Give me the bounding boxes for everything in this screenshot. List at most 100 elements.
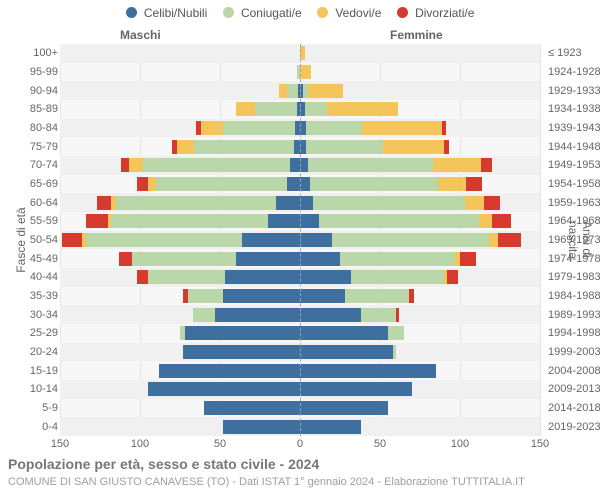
- bar-segment-male-divorced: [137, 270, 148, 284]
- bar-segment-male-single: [290, 158, 300, 172]
- bar-segment-female-divorced: [396, 308, 399, 322]
- bar-segment-female-married: [313, 196, 465, 210]
- bar-segment-female-married: [305, 102, 327, 116]
- bar-segment-male-widowed: [177, 140, 195, 154]
- y-label-right: 1944-1948: [548, 140, 600, 154]
- legend-item: Divorziati/e: [397, 6, 475, 20]
- y-label-right: 1924-1928: [548, 65, 600, 79]
- y-label-right: 1999-2003: [548, 345, 600, 359]
- bar-segment-female-married: [361, 308, 396, 322]
- bar-segment-female-divorced: [498, 233, 520, 247]
- bar-segment-female-single: [300, 289, 345, 303]
- y-label-left: 50-54: [8, 233, 58, 247]
- legend-item: Vedovi/e: [317, 6, 381, 20]
- legend-item: Coniugati/e: [223, 6, 302, 20]
- bar-segment-female-single: [300, 401, 388, 415]
- y-label-left: 5-9: [8, 401, 58, 415]
- y-label-left: 85-89: [8, 102, 58, 116]
- bar-segment-female-married: [388, 326, 404, 340]
- bar-segment-female-married: [308, 158, 433, 172]
- bar-segment-male-single: [204, 401, 300, 415]
- x-tick-label: 100: [120, 438, 160, 450]
- y-label-right: 1974-1978: [548, 252, 600, 266]
- y-label-right: 2019-2023: [548, 420, 600, 434]
- y-label-left: 20-24: [8, 345, 58, 359]
- bar-segment-male-widowed: [148, 177, 156, 191]
- bar-segment-male-widowed: [236, 102, 255, 116]
- bar-segment-male-divorced: [137, 177, 148, 191]
- bar-segment-male-widowed: [108, 214, 111, 228]
- y-label-right: 1939-1943: [548, 121, 600, 135]
- bar-segment-female-widowed: [383, 140, 444, 154]
- legend-label: Coniugati/e: [241, 6, 302, 20]
- bar-segment-male-married: [116, 196, 276, 210]
- bar-segment-male-married: [180, 326, 185, 340]
- bar-segment-male-married: [287, 84, 298, 98]
- y-label-right: 1949-1953: [548, 158, 600, 172]
- bar-segment-female-single: [300, 420, 361, 434]
- y-label-left: 25-29: [8, 326, 58, 340]
- x-tick-label: 0: [280, 438, 320, 450]
- y-label-left: 65-69: [8, 177, 58, 191]
- x-tick-label: 50: [360, 438, 400, 450]
- bar-segment-female-divorced: [466, 177, 482, 191]
- y-label-left: 40-44: [8, 270, 58, 284]
- legend-item: Celibi/Nubili: [126, 6, 208, 20]
- bar-segment-male-single: [223, 420, 300, 434]
- bar-segment-female-married: [393, 345, 396, 359]
- bar-segment-male-divorced: [62, 233, 83, 247]
- bar-segment-male-divorced: [119, 252, 132, 266]
- y-label-left: 30-34: [8, 308, 58, 322]
- gridline: [540, 44, 541, 436]
- y-label-right: 1989-1993: [548, 308, 600, 322]
- bar-segment-male-widowed: [201, 121, 223, 135]
- bar-segment-male-married: [188, 289, 223, 303]
- bar-segment-male-married: [143, 158, 290, 172]
- y-label-left: 55-59: [8, 214, 58, 228]
- bar-segment-male-single: [148, 382, 300, 396]
- bar-segment-female-single: [300, 326, 388, 340]
- y-label-right: 2004-2008: [548, 364, 600, 378]
- bar-segment-female-widowed: [327, 102, 397, 116]
- y-label-right: 1984-1988: [548, 289, 600, 303]
- y-label-left: 45-49: [8, 252, 58, 266]
- bar-segment-male-married: [132, 252, 236, 266]
- y-label-right: 1964-1968: [548, 214, 600, 228]
- y-label-right: 1959-1963: [548, 196, 600, 210]
- bar-segment-female-single: [300, 252, 340, 266]
- y-label-left: 95-99: [8, 65, 58, 79]
- y-label-right: 1934-1938: [548, 102, 600, 116]
- y-label-left: 15-19: [8, 364, 58, 378]
- bar-segment-female-single: [300, 233, 332, 247]
- x-tick-label: 50: [200, 438, 240, 450]
- bar-segment-male-single: [223, 289, 300, 303]
- y-label-right: 1929-1933: [548, 84, 600, 98]
- y-label-left: 90-94: [8, 84, 58, 98]
- footer-subtitle: COMUNE DI SAN GIUSTO CANAVESE (TO) - Dat…: [8, 476, 525, 488]
- bar-segment-male-married: [223, 121, 295, 135]
- y-label-left: 75-79: [8, 140, 58, 154]
- bar-segment-male-married: [156, 177, 287, 191]
- y-label-right: 1979-1983: [548, 270, 600, 284]
- bar-segment-male-widowed: [111, 196, 116, 210]
- bar-segment-male-single: [159, 364, 300, 378]
- side-label-male: Maschi: [120, 28, 161, 42]
- y-label-right: 2009-2013: [548, 382, 600, 396]
- y-label-left: 70-74: [8, 158, 58, 172]
- legend-swatch: [397, 7, 408, 18]
- bar-segment-male-divorced: [121, 158, 129, 172]
- y-label-right: 1954-1958: [548, 177, 600, 191]
- bar-segment-female-single: [300, 308, 361, 322]
- side-label-female: Femmine: [390, 28, 443, 42]
- legend-label: Divorziati/e: [415, 6, 474, 20]
- footer-title: Popolazione per età, sesso e stato civil…: [8, 456, 319, 472]
- bar-segment-female-divorced: [492, 214, 511, 228]
- y-label-left: 100+: [8, 46, 58, 60]
- bar-segment-male-married: [193, 308, 215, 322]
- x-tick-label: 150: [520, 438, 560, 450]
- bar-segment-female-divorced: [442, 121, 445, 135]
- legend-swatch: [126, 7, 137, 18]
- bar-segment-male-single: [268, 214, 300, 228]
- legend-swatch: [317, 7, 328, 18]
- bar-segment-female-single: [300, 364, 436, 378]
